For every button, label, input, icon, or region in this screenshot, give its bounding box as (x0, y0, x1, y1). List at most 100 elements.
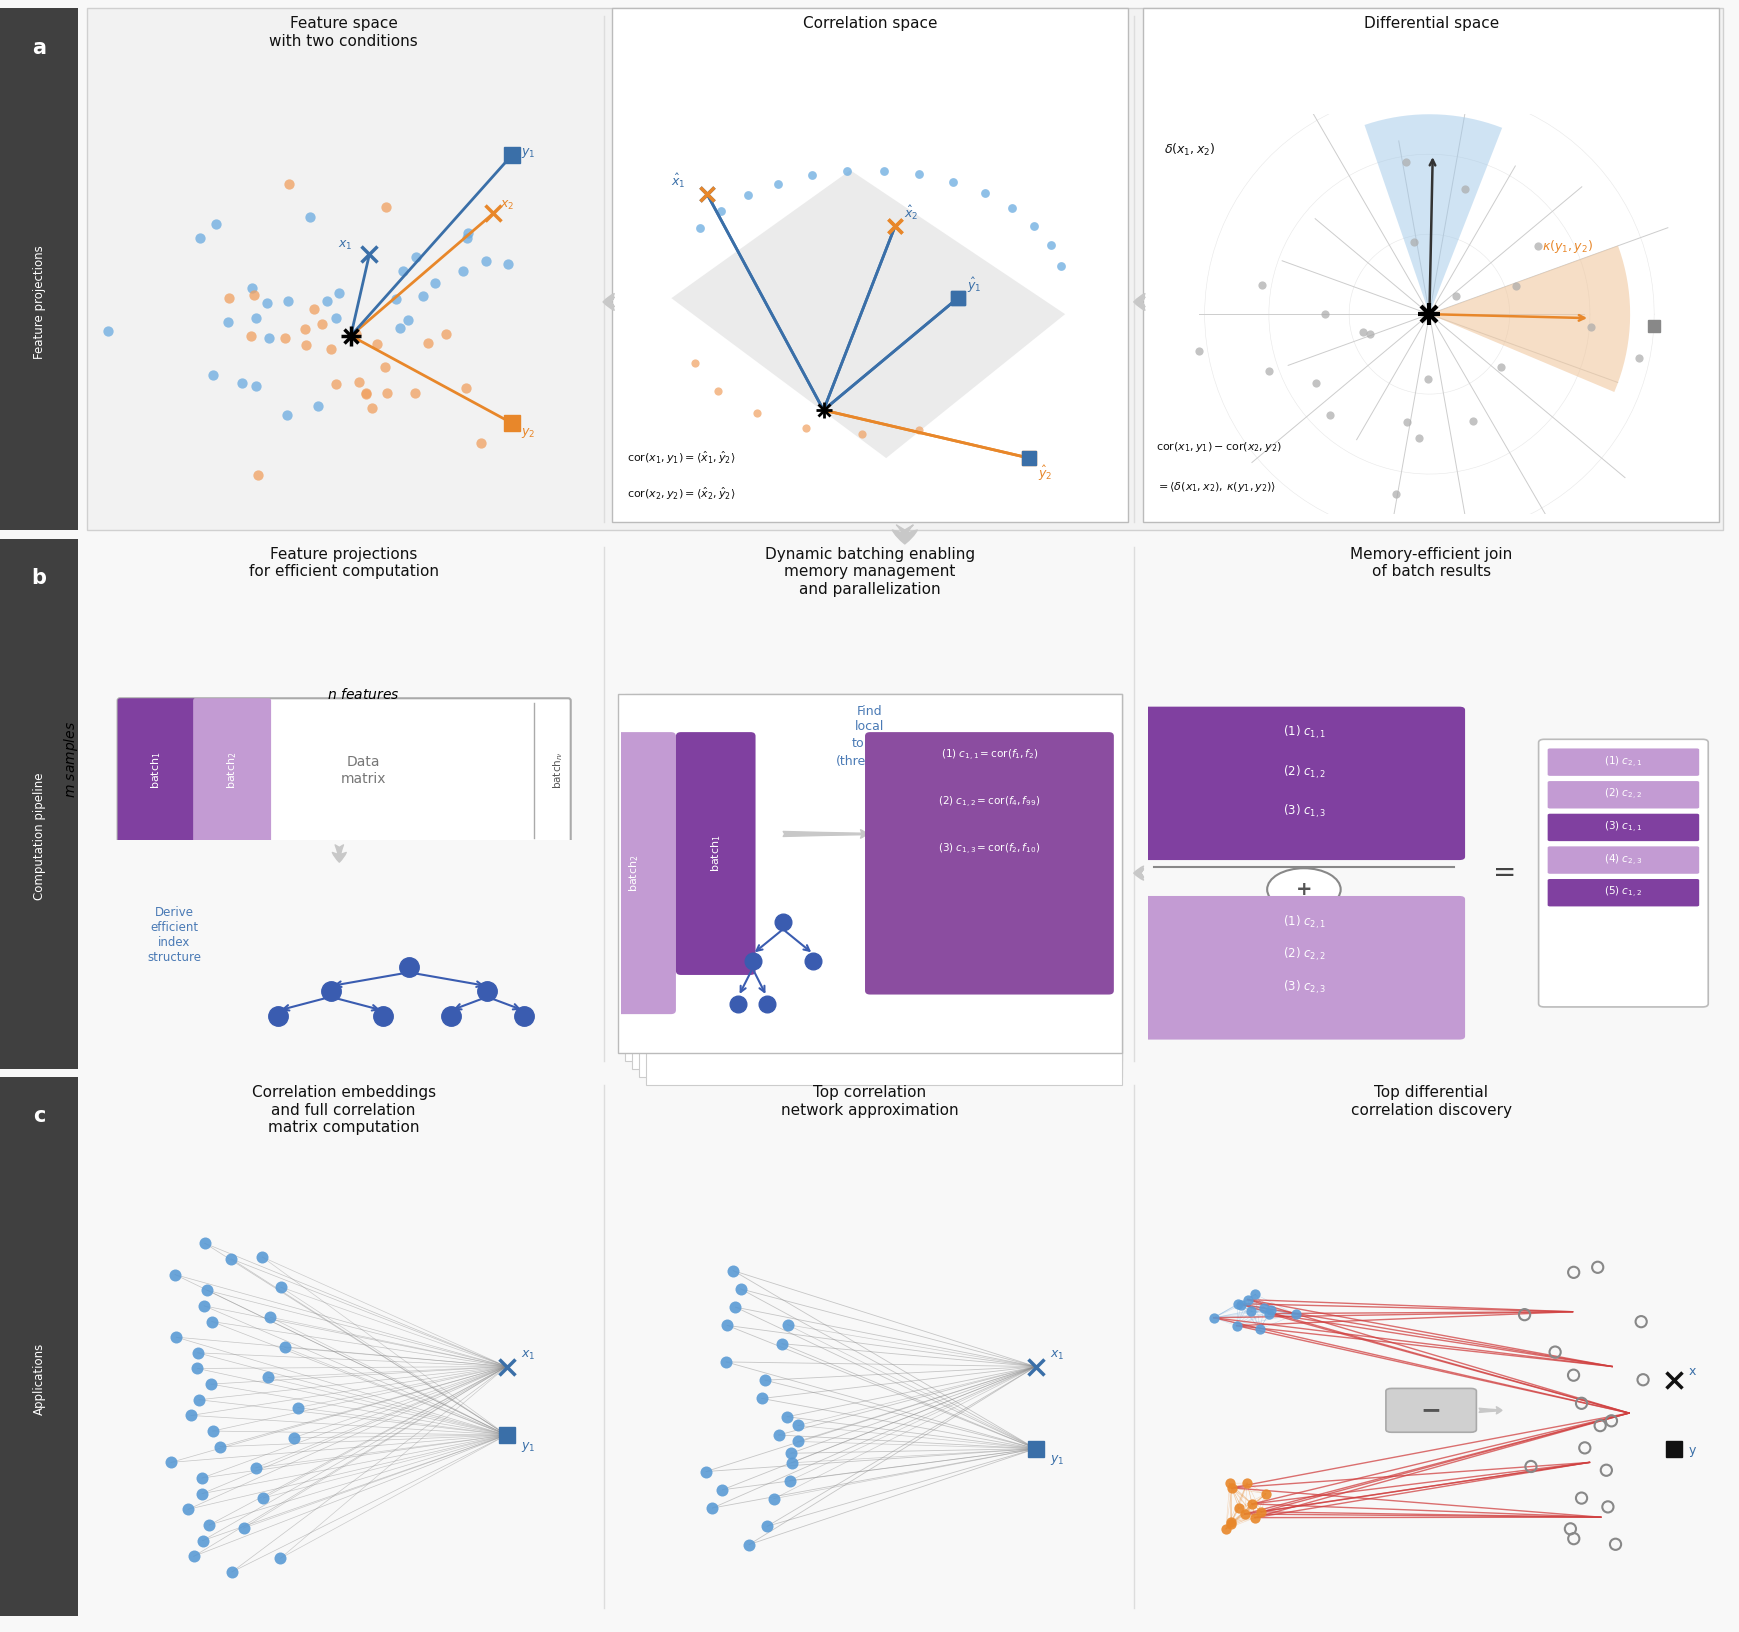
Text: batch$_1$: batch$_1$ (708, 834, 722, 873)
Point (431, 322, 459, 348)
Point (454, 225, 482, 251)
Text: $\mathrm{cor}(x_2, y_2) = \langle\hat{x}_2, \hat{y}_2\rangle$: $\mathrm{cor}(x_2, y_2) = \langle\hat{x}… (626, 486, 734, 503)
Point (1405, 424, 1433, 450)
Point (1240, 1281, 1268, 1307)
Text: $\hat{y}_2$: $\hat{y}_2$ (1038, 463, 1052, 483)
Point (1558, 1260, 1586, 1286)
Point (713, 1312, 741, 1338)
Point (275, 171, 303, 197)
Point (254, 1364, 282, 1390)
Point (1217, 1475, 1245, 1501)
Text: Data
matrix: Data matrix (341, 756, 386, 785)
Point (692, 1459, 720, 1485)
Point (1245, 1315, 1273, 1342)
Point (798, 162, 826, 188)
Point (1509, 1302, 1537, 1328)
Point (273, 401, 301, 428)
Point (162, 1262, 190, 1288)
Point (734, 183, 762, 209)
Point (777, 1439, 805, 1466)
Point (372, 194, 400, 220)
Text: batch$_2$: batch$_2$ (224, 752, 238, 790)
Point (322, 372, 350, 398)
Point (216, 284, 243, 310)
Point (228, 369, 256, 395)
Point (266, 1275, 294, 1301)
Point (383, 286, 410, 312)
Point (1311, 300, 1339, 326)
Point (1586, 1413, 1614, 1439)
Point (351, 382, 379, 408)
Text: Top differential
correlation discovery: Top differential correlation discovery (1349, 1085, 1511, 1118)
Point (256, 1304, 283, 1330)
Text: Correlation embeddings
and full correlation
matrix computation: Correlation embeddings and full correlat… (252, 1085, 435, 1136)
Point (1567, 1390, 1595, 1417)
Point (1558, 1363, 1586, 1389)
Text: $\hat{x}_1$: $\hat{x}_1$ (671, 171, 685, 191)
Text: $x_1$: $x_1$ (337, 240, 353, 253)
Point (1487, 354, 1515, 380)
Point (1556, 1516, 1584, 1542)
Point (1541, 1338, 1569, 1364)
Point (1236, 1297, 1264, 1324)
Point (970, 181, 998, 207)
Point (421, 271, 449, 297)
Point (195, 1511, 223, 1537)
Point (322, 305, 350, 331)
Point (395, 307, 423, 333)
Point (1224, 1495, 1252, 1521)
Point (1600, 1531, 1628, 1557)
FancyBboxPatch shape (1546, 880, 1699, 906)
Point (363, 331, 391, 357)
Text: $y_2$: $y_2$ (522, 426, 536, 439)
Point (1315, 401, 1343, 428)
Text: (5) $c_{1,2}$: (5) $c_{1,2}$ (1603, 885, 1642, 901)
Point (402, 380, 430, 406)
Text: $\hat{x}_2$: $\hat{x}_2$ (904, 204, 918, 222)
Point (256, 325, 283, 351)
Text: Feature space
with two conditions: Feature space with two conditions (270, 16, 417, 49)
Point (452, 375, 480, 401)
Point (157, 1449, 184, 1475)
Point (179, 1544, 207, 1570)
Circle shape (1266, 868, 1341, 911)
Text: Feature projections
for efficient computation: Feature projections for efficient comput… (249, 547, 438, 579)
Point (1391, 149, 1419, 175)
Point (1223, 1312, 1250, 1338)
Text: Feature projections: Feature projections (33, 245, 45, 359)
Point (1254, 357, 1282, 384)
Text: (2) $c_{2,2}$: (2) $c_{2,2}$ (1282, 947, 1325, 963)
Point (1516, 1454, 1544, 1480)
Point (372, 380, 400, 406)
Point (292, 331, 320, 357)
Point (188, 1528, 216, 1554)
Point (870, 158, 897, 184)
Point (197, 1371, 224, 1397)
Point (1523, 233, 1551, 259)
Text: $\hat{y}_1$: $\hat{y}_1$ (967, 276, 981, 295)
Text: a: a (31, 38, 47, 57)
Text: Dynamic batching enabling
memory management
and parallelization: Dynamic batching enabling memory managem… (765, 547, 974, 597)
Point (271, 325, 299, 351)
Point (217, 1559, 245, 1585)
FancyBboxPatch shape (1143, 707, 1464, 860)
Point (301, 295, 329, 322)
Text: Computation pipeline: Computation pipeline (33, 772, 45, 901)
Point (682, 349, 710, 375)
Point (271, 1335, 299, 1361)
Point (174, 1497, 202, 1523)
Point (736, 1531, 763, 1557)
FancyBboxPatch shape (1537, 739, 1708, 1007)
Bar (612, 8, 1127, 522)
Point (784, 1412, 812, 1438)
Point (1596, 1408, 1624, 1435)
Polygon shape (671, 170, 1064, 459)
Bar (638, 694, 1122, 1077)
Bar (624, 694, 1122, 1061)
Point (904, 162, 932, 188)
Point (1250, 1480, 1278, 1506)
Point (1624, 344, 1652, 370)
Point (748, 1386, 776, 1412)
Text: $y_1$: $y_1$ (520, 1439, 536, 1454)
Text: (1) $c_{2,1}$: (1) $c_{2,1}$ (1603, 754, 1642, 770)
